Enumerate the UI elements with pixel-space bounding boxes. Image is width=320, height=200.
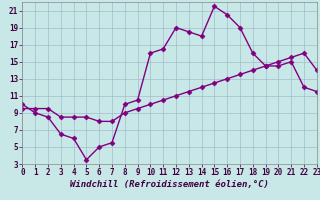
X-axis label: Windchill (Refroidissement éolien,°C): Windchill (Refroidissement éolien,°C) <box>70 180 269 189</box>
